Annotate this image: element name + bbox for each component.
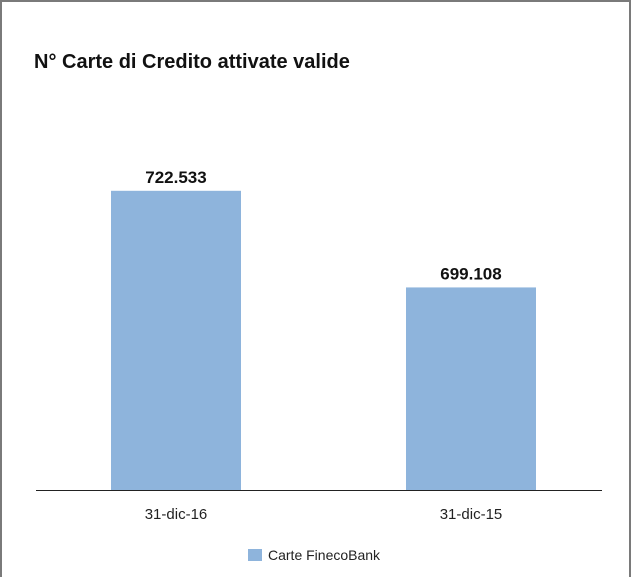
legend-label: Carte FinecoBank [268, 547, 381, 563]
value-labels-group: 722.533 699.108 [145, 168, 501, 284]
value-label-31-dic-15: 699.108 [440, 264, 501, 283]
bar-31-dic-16 [111, 190, 241, 490]
chart-title: N° Carte di Credito attivate valide [34, 51, 350, 73]
x-tick-label-31-dic-15: 31-dic-15 [440, 506, 503, 523]
legend: Carte FinecoBank [248, 547, 380, 563]
category-labels-group: 31-dic-16 31-dic-15 [145, 506, 503, 523]
x-tick-label-31-dic-16: 31-dic-16 [145, 506, 208, 523]
legend-swatch [248, 549, 262, 561]
bars-group [111, 190, 536, 490]
bar-31-dic-15 [406, 287, 536, 490]
value-label-31-dic-16: 722.533 [145, 168, 206, 187]
